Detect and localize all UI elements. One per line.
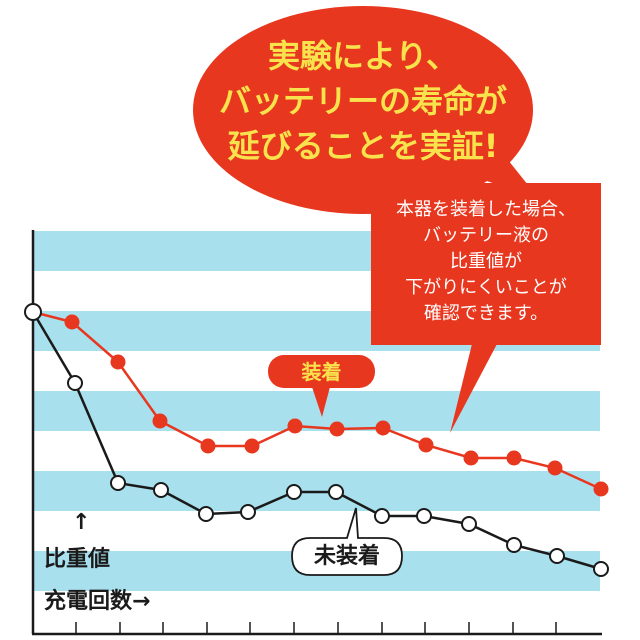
callout-box [371,183,601,433]
headline-line: バッテリーの寿命が [218,82,507,120]
callout-line: バッテリー液の [423,225,549,246]
headline-text: 実験により、 バッテリーの寿命が 延びることを実証! [200,34,526,169]
start-point [24,303,42,321]
mounted-label-bubble [268,355,375,417]
x-axis-label: 充電回数→ [44,589,151,614]
callout-line: 確認できます。 [423,303,549,324]
callout-text: 本器を装着した場合、 バッテリー液の 比重値が 下がりにくいことが 確認できます… [371,197,601,327]
unmounted-label: 未装着 [313,544,380,569]
unmounted-label-bubble [291,507,403,576]
callout-line: 下がりにくいことが [405,277,567,298]
mounted-label: 装着 [301,360,342,384]
headline-line: 延びることを実証! [227,127,499,165]
axes [31,230,602,636]
y-axis-arrow-icon: ↑ [72,510,91,535]
series-unmounted [31,311,609,577]
headline-line: 実験により、 [267,37,459,75]
callout-line: 比重値が [450,251,522,272]
y-axis-label: 比重値 [44,547,111,572]
callout-line: 本器を装着した場合、 [396,199,576,220]
x-axis-ticks [75,622,557,634]
series-mounted [32,310,609,497]
